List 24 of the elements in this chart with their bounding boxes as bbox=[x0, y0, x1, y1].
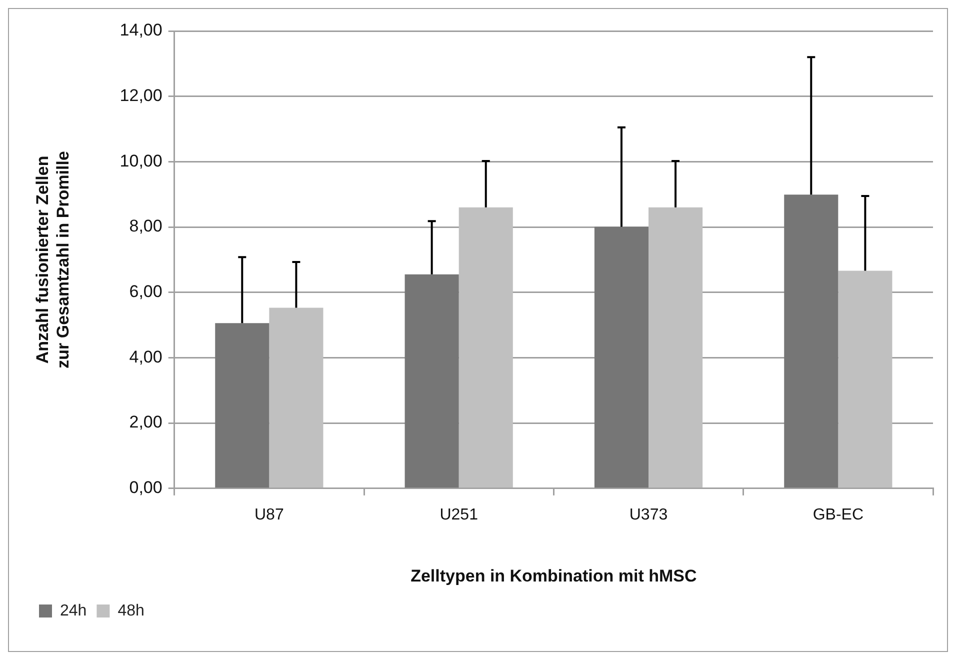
y-axis-title: Anzahl fusionierter Zellen zur Gesamtzahl in Promille bbox=[32, 151, 72, 368]
y-tick-label: 14,00 bbox=[120, 20, 162, 40]
x-axis-title: Zelltypen in Kombination mit hMSC bbox=[410, 566, 697, 586]
y-tick-label: 8,00 bbox=[129, 216, 162, 236]
legend-label: 48h bbox=[118, 602, 144, 620]
bar bbox=[784, 194, 838, 488]
x-tick-label: GB-EC bbox=[812, 506, 864, 524]
y-tick-label: 6,00 bbox=[129, 282, 162, 302]
bar bbox=[648, 207, 703, 488]
bar bbox=[838, 270, 892, 488]
x-tick-label: U373 bbox=[629, 506, 668, 524]
y-tick-label: 10,00 bbox=[120, 151, 162, 170]
x-tick-label: U251 bbox=[440, 506, 478, 524]
legend-label: 24h bbox=[60, 602, 87, 620]
y-tick-label: 0,00 bbox=[129, 478, 162, 498]
bar bbox=[458, 207, 513, 488]
y-tick-label: 12,00 bbox=[120, 86, 162, 106]
y-tick-label: 4,00 bbox=[129, 347, 162, 366]
x-tick-label: U87 bbox=[254, 506, 284, 524]
bar bbox=[404, 274, 459, 488]
bar bbox=[215, 323, 270, 488]
bar bbox=[269, 308, 324, 488]
bar bbox=[594, 226, 649, 488]
y-tick-label: 2,00 bbox=[129, 412, 162, 432]
